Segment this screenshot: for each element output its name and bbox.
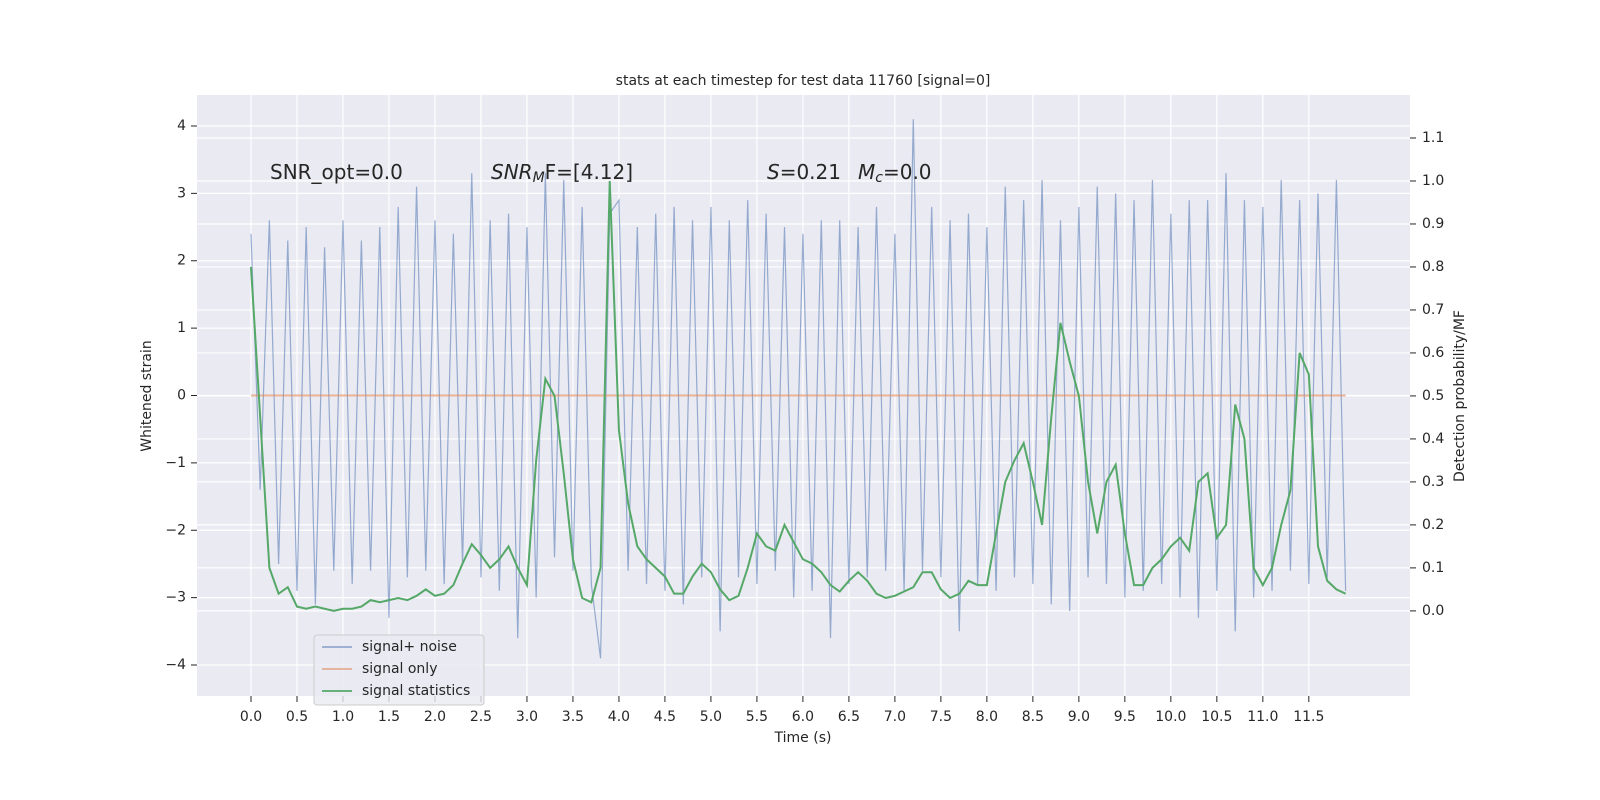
y2-tick-label: 0.8 [1422,259,1444,275]
y2-tick-label: 0.5 [1422,388,1444,404]
annotation: SNRMF=[4.12] [491,160,633,187]
y2-tick-label: 0.9 [1422,216,1444,232]
x-tick-label: 0.5 [286,709,308,725]
y-tick-label: 4 [177,118,186,134]
x-tick-label: 2.0 [424,709,446,725]
x-tick-label: 5.0 [700,709,722,725]
x-axis-label: Time (s) [774,730,832,746]
x-tick-label: 2.5 [470,709,492,725]
annotation-part: F=[4.12] [545,160,633,184]
annotation-part: =0.21 [780,160,841,184]
x-tick-label: 11.5 [1293,709,1324,725]
legend: signal+ noise signal only signal statistic… [313,634,485,706]
x-tick-label: 1.0 [332,709,354,725]
x-tick-label: 7.5 [930,709,952,725]
legend-label: signal statistics [362,683,470,699]
y2-tick-label: 0.2 [1422,517,1444,533]
y-tick-label: 0 [177,388,186,404]
annotation-part: S [767,160,780,184]
y-tick-label: −1 [165,455,186,471]
y2-tick-label: 0.4 [1422,431,1444,447]
x-tick-label: 5.5 [746,709,768,725]
annotation-subscript: M [533,170,545,186]
annotation-part: SNR [491,160,533,184]
y-tick-label: −2 [165,522,186,538]
y-tick-label: −4 [165,657,186,673]
annotation: SNR_opt=0.0 [270,160,403,184]
annotation: Mc=0.0 [858,160,932,187]
y2-axis-label: Detection probability/MF [1452,310,1468,482]
x-tick-label: 4.5 [654,709,676,725]
annotation: S=0.21 [767,160,841,184]
y-tick-label: 3 [177,185,186,201]
annotation-part: M [858,160,875,184]
x-tick-label: 9.5 [1114,709,1136,725]
y2-tick-label: 1.1 [1422,130,1444,146]
legend-label: signal+ noise [362,639,457,655]
x-tick-label: 3.0 [516,709,538,725]
y2-tick-label: 0.6 [1422,345,1444,361]
annotation-subscript: c [875,170,883,186]
series-line [249,180,1347,612]
chart-title: stats at each timestep for test data 117… [616,73,991,89]
annotation-part: SNR_opt=0.0 [270,160,403,184]
series-line [250,119,1347,659]
y-tick-label: 1 [177,320,186,336]
x-tick-label: 6.0 [792,709,814,725]
x-tick-label: 10.0 [1155,709,1186,725]
x-tick-label: 6.5 [838,709,860,725]
x-tick-label: 3.5 [562,709,584,725]
y2-tick-label: 0.1 [1422,560,1444,576]
x-tick-label: 8.0 [976,709,998,725]
y2-tick-label: 0.3 [1422,474,1444,490]
y-tick-label: 2 [177,253,186,269]
annotation-part: =0.0 [883,160,932,184]
legend-label: signal only [362,661,437,677]
x-tick-label: 7.0 [884,709,906,725]
x-tick-label: 10.5 [1201,709,1232,725]
y2-tick-label: 0.7 [1422,302,1444,318]
y-tick-label: −3 [165,590,186,606]
x-tick-label: 9.0 [1068,709,1090,725]
y2-tick-label: 1.0 [1422,173,1444,189]
y2-tick-label: 0.0 [1422,603,1444,619]
y-axis-label: Whitened strain [139,340,155,451]
x-tick-label: 0.0 [240,709,262,725]
x-tick-label: 8.5 [1022,709,1044,725]
legend-box [313,634,485,706]
x-tick-label: 11.0 [1247,709,1278,725]
x-tick-label: 4.0 [608,709,630,725]
x-tick-label: 1.5 [378,709,400,725]
